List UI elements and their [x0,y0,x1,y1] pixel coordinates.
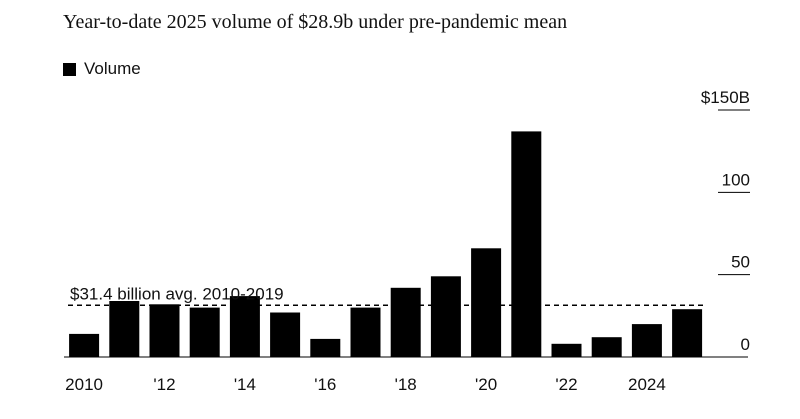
bar-2024 [631,324,662,357]
y-tick-label-150: $150B [701,88,750,107]
bar-2018 [390,287,421,357]
bar-2012 [149,304,180,357]
x-tick-label-2018: '18 [395,375,417,394]
y-tick-label-50: 50 [731,253,750,272]
bar-2022 [551,343,582,357]
bar-2025 [672,309,703,357]
legend-label-volume: Volume [84,59,141,78]
bar-2013 [189,307,220,357]
y-tick-label-0: 0 [741,335,750,354]
y-tick-label-100: 100 [722,170,750,189]
bar-2017 [350,307,381,357]
x-tick-label-2016: '16 [314,375,336,394]
x-tick-label-2022: '22 [555,375,577,394]
x-tick-label-2010: 2010 [65,375,103,394]
bar-2010 [69,333,100,357]
x-tick-label-2014: '14 [234,375,256,394]
bars-group [69,131,703,357]
bar-2015 [270,312,301,357]
bar-2020 [471,248,502,357]
bar-2021 [511,131,542,357]
legend-swatch-volume [63,62,76,76]
bar-2014 [229,296,260,357]
bar-2016 [310,338,341,357]
bar-2023 [591,337,622,357]
bar-2011 [109,301,140,357]
x-tick-label-2020: '20 [475,375,497,394]
legend: Volume [63,59,141,79]
x-tick-label-2024: 2024 [628,375,666,394]
x-axis-labels: 2010 '12 '14 '16 '18 '20 '22 2024 [65,375,666,394]
average-reference-label: $31.4 billion avg. 2010-2019 [70,284,284,303]
chart-title: Year-to-date 2025 volume of $28.9b under… [63,11,568,33]
bar-2019 [430,276,461,357]
y-axis-ticks: 0 50 100 $150B [701,88,750,354]
x-tick-label-2012: '12 [153,375,175,394]
